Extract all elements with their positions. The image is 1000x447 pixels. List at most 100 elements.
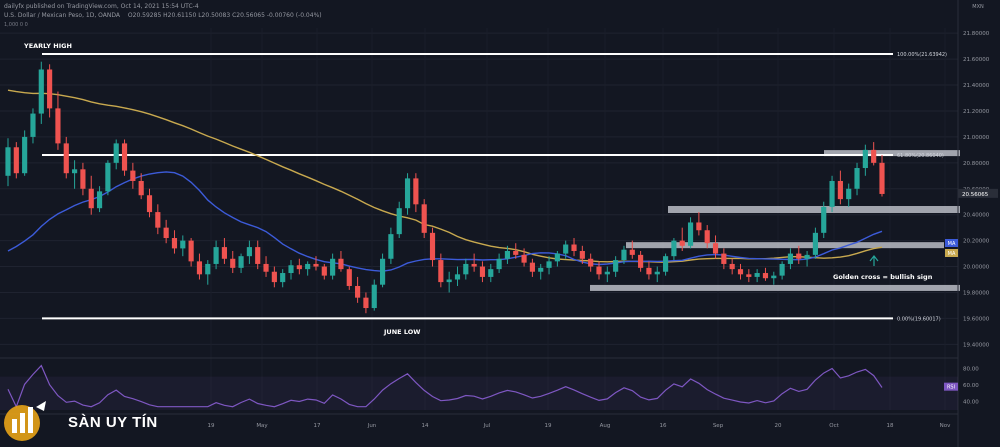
candle-body bbox=[879, 162, 885, 194]
candle-body bbox=[213, 247, 219, 264]
candle-body bbox=[363, 297, 369, 309]
candle-body bbox=[812, 232, 818, 255]
candle-body bbox=[263, 263, 269, 272]
candle-body bbox=[521, 254, 527, 263]
publish-info: published on TradingView.com, Oct 14, 20… bbox=[25, 3, 199, 10]
candle-body bbox=[30, 113, 36, 137]
candle-body bbox=[238, 256, 244, 268]
candle-body bbox=[138, 180, 144, 196]
candle-body bbox=[571, 244, 577, 251]
candle-body bbox=[130, 170, 136, 181]
candle-body bbox=[155, 212, 161, 228]
candle-body bbox=[463, 263, 469, 275]
candle-body bbox=[188, 240, 194, 262]
ohlc-readout: O20.59285 H20.61150 L20.50083 C20.56065 … bbox=[127, 12, 322, 19]
time-tick-label: Jul bbox=[483, 423, 491, 429]
candle-body bbox=[5, 147, 11, 176]
price-tick-label: 19.60000 bbox=[963, 316, 990, 322]
symbol-header: U.S. Dollar / Mexican Peso, 1D, OANDA O2… bbox=[4, 12, 322, 19]
time-tick-label: 19 bbox=[545, 423, 552, 429]
ma-badge-label: MA bbox=[948, 251, 956, 257]
candle-body bbox=[305, 263, 311, 270]
fib-level-label: 61.80%(20.86040) bbox=[897, 153, 944, 159]
candle-body bbox=[338, 258, 344, 270]
candle-body bbox=[63, 143, 69, 174]
fib-level-label: 100.00%(21.63942) bbox=[897, 52, 947, 58]
candle-body bbox=[846, 188, 852, 200]
candle-body bbox=[72, 169, 78, 174]
candle-body bbox=[629, 249, 635, 255]
candle-body bbox=[471, 263, 477, 267]
candle-body bbox=[205, 263, 211, 275]
fib-level-label: 0.00%(19.60017) bbox=[897, 316, 941, 322]
candle-body bbox=[696, 222, 702, 231]
candle-body bbox=[388, 234, 394, 259]
last-price-label: 20.56065 bbox=[962, 192, 989, 198]
candle-body bbox=[413, 178, 419, 205]
candle-body bbox=[288, 265, 294, 274]
candle-body bbox=[255, 247, 261, 264]
candle-body bbox=[554, 253, 560, 262]
candle-body bbox=[504, 250, 511, 259]
time-axis: 19 May 17 Jun 14 Jul 19 Aug 16 Sep 20 Oct 18 Nov bbox=[0, 413, 958, 429]
candle-body bbox=[55, 108, 61, 144]
last-price-badge bbox=[958, 188, 998, 198]
candle-body bbox=[679, 240, 685, 246]
candle-body bbox=[180, 240, 186, 249]
annotations: YEARLY HIGH JUNE LOW Golden cross = bullis… bbox=[23, 42, 933, 336]
time-tick-label: Sep bbox=[713, 423, 724, 429]
candle-body bbox=[379, 258, 386, 285]
candle-body bbox=[146, 195, 153, 213]
author-name: dailyfx bbox=[4, 3, 25, 10]
candle-body bbox=[862, 149, 868, 169]
ma-badge bbox=[945, 239, 958, 247]
candle-body bbox=[96, 191, 103, 209]
candle-body bbox=[404, 178, 411, 209]
annotation-golden-cross: Golden cross = bullish sign bbox=[833, 273, 933, 281]
fibonacci-levels: 100.00%(21.63942) 61.80%(20.86040) 0.00%(1… bbox=[42, 52, 947, 322]
candle-body bbox=[280, 273, 286, 283]
candle-body bbox=[221, 247, 227, 259]
candle-body bbox=[804, 254, 810, 259]
candle-body bbox=[729, 263, 735, 270]
ma-badge bbox=[945, 249, 958, 257]
candle-body bbox=[746, 274, 752, 277]
candle-body bbox=[588, 258, 594, 267]
candle-body bbox=[638, 254, 644, 268]
moving-averages bbox=[7, 89, 883, 272]
candle-body bbox=[538, 267, 544, 272]
candle-body bbox=[621, 249, 627, 261]
candle-body bbox=[446, 279, 452, 283]
ma-badge-label: MA bbox=[948, 241, 956, 247]
candle-body bbox=[754, 273, 760, 277]
sma-short-line bbox=[7, 171, 883, 272]
candle-body bbox=[579, 250, 585, 259]
candle-body bbox=[105, 162, 111, 192]
candle-body bbox=[488, 269, 494, 277]
indicator-sub: 1,000 0 0 bbox=[4, 22, 28, 28]
candle-body bbox=[163, 227, 169, 239]
candle-body bbox=[762, 273, 769, 279]
candle-body bbox=[654, 271, 660, 275]
candle-body bbox=[313, 263, 319, 267]
candle-body bbox=[22, 136, 28, 174]
rsi-band bbox=[0, 376, 958, 410]
candle-body bbox=[296, 265, 302, 270]
price-axis: MXN 21.80000 21.60000 21.40000 21.20000 21.00… bbox=[945, 0, 998, 447]
rsi-badge-label: RSI bbox=[947, 385, 955, 391]
candle-body bbox=[246, 247, 252, 257]
candle-body bbox=[13, 147, 19, 174]
annotation-june-low: JUNE LOW bbox=[383, 328, 420, 336]
candlestick-series bbox=[5, 61, 885, 314]
candle-body bbox=[871, 149, 877, 163]
price-tick-label: 20.40000 bbox=[963, 213, 990, 219]
candle-body bbox=[704, 230, 710, 244]
price-axis-currency: MXN bbox=[972, 4, 984, 10]
candle-body bbox=[604, 271, 610, 275]
candle-body bbox=[196, 261, 203, 275]
time-tick-label: 14 bbox=[422, 423, 429, 429]
price-tick-label: 20.80000 bbox=[963, 161, 990, 167]
candle-body bbox=[479, 266, 486, 277]
